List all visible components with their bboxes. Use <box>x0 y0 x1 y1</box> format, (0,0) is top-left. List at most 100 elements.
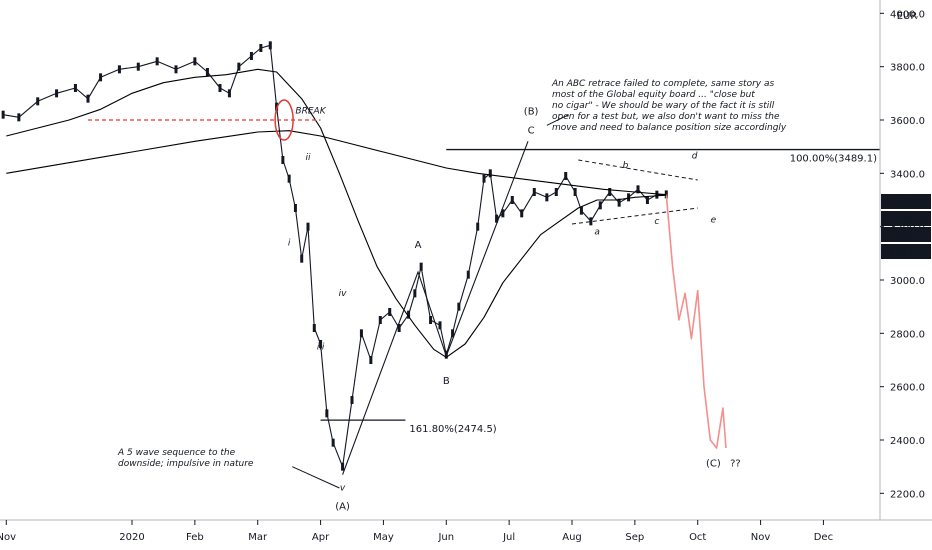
x-tick-label: Aug <box>562 532 582 543</box>
x-tick-label: Dec <box>814 532 833 543</box>
note-top-pointer <box>546 114 570 126</box>
price-bar <box>306 222 310 231</box>
chart-overlay: 100.00%(3489.1)161.80%(2474.5)BREAKiiiii… <box>88 79 880 512</box>
price-badge <box>881 244 931 259</box>
price-bar <box>532 188 536 196</box>
level-100-label: 100.00%(3489.1) <box>790 154 877 165</box>
price-bar <box>407 310 411 319</box>
chart-lines <box>1 41 727 471</box>
price-bar <box>476 222 480 231</box>
price-bar <box>73 84 77 92</box>
price-badge-label: 3321.4 <box>889 197 924 208</box>
abc-zigzag-line <box>342 141 529 475</box>
triangle-upper-line <box>578 159 698 181</box>
triangle-label-a: a <box>594 228 600 238</box>
price-bar <box>457 302 461 311</box>
y-tick-label: 4000.0 <box>890 9 925 20</box>
price-bar <box>312 324 316 332</box>
price-bar <box>617 198 621 207</box>
y-tick-label: 3400.0 <box>890 169 925 180</box>
price-bar <box>99 73 103 82</box>
price-bar <box>259 44 263 52</box>
x-tick-label: Nov <box>751 532 771 543</box>
price-bar <box>174 65 178 74</box>
wave-label-v: v <box>340 484 346 494</box>
wave-label-C-paren: (C) <box>706 459 721 470</box>
price-bar <box>300 254 304 263</box>
x-tick-label: Jun <box>437 532 454 543</box>
price-badge-label: 3302.7 <box>889 230 924 241</box>
price-bar <box>341 462 345 471</box>
price-bar <box>281 156 285 164</box>
price-bar <box>331 438 335 447</box>
price-bar <box>55 89 59 98</box>
wave-label-A: A <box>415 240 422 251</box>
price-badge <box>881 227 931 242</box>
price-bar <box>466 270 470 279</box>
x-tick-label: Jul <box>502 532 515 543</box>
price-bar <box>397 324 401 332</box>
price-bar <box>193 57 197 66</box>
price-bar <box>413 289 417 298</box>
price-bar <box>155 57 159 66</box>
price-bar <box>488 169 492 178</box>
price-badge <box>881 194 931 209</box>
level-161-label: 161.80%(2474.5) <box>409 424 496 435</box>
y-tick-label: 3800.0 <box>890 63 925 74</box>
note-bottom-line: A 5 wave sequence to the <box>117 448 236 458</box>
price-badge <box>881 211 931 226</box>
price-bar <box>438 321 442 330</box>
moving-average-short-line <box>6 68 667 358</box>
wave-label-C: C <box>528 125 535 136</box>
price-bar <box>350 396 354 404</box>
price-bar <box>573 188 577 196</box>
currency-badge: EUR <box>897 11 918 22</box>
y-tick-label: 2600.0 <box>890 383 925 394</box>
triangle-label-c: c <box>654 217 659 227</box>
moving-average-long-line <box>6 130 667 196</box>
price-bar <box>429 316 433 324</box>
price-bar <box>419 262 423 271</box>
price-bar <box>378 316 382 324</box>
price-bar <box>227 89 231 98</box>
price-bar <box>249 52 253 60</box>
price-bar <box>36 97 40 106</box>
y-tick-label: 3000.0 <box>890 276 925 287</box>
price-bar <box>1 110 5 119</box>
price-bar <box>388 308 392 316</box>
y-tick-label: 3600.0 <box>890 116 925 127</box>
wave-label-B: B <box>443 376 450 387</box>
price-bar <box>482 174 486 183</box>
note-top-line: An ABC retrace failed to complete, same … <box>551 79 774 89</box>
price-bar <box>117 65 121 74</box>
y-tick-label: 2200.0 <box>890 489 925 500</box>
y-tick-label: 2800.0 <box>890 329 925 340</box>
triangle-lower-line <box>571 207 698 225</box>
x-tick-label: Apr <box>312 532 330 543</box>
price-bar <box>205 68 209 76</box>
note-top-line: move and need to balance position size a… <box>552 123 787 133</box>
x-tick-label: Sep <box>625 532 644 543</box>
note-bottom-pointer <box>292 466 340 489</box>
price-bar <box>545 193 549 202</box>
wave-label-i: i <box>288 238 291 248</box>
price-bar <box>627 193 631 202</box>
triangle-label-e: e <box>711 216 717 226</box>
note-top-line: open for a test but, we also don't want … <box>552 112 780 122</box>
wave-label-iii: iii <box>317 342 325 352</box>
price-bar <box>608 188 612 196</box>
price-bar <box>495 214 499 223</box>
price-bar <box>520 209 524 218</box>
price-bar <box>319 340 323 348</box>
price-bar <box>451 329 455 338</box>
x-tick-label: Feb <box>186 532 204 543</box>
triangle-label-d: d <box>692 152 698 162</box>
price-bar <box>589 217 593 226</box>
price-bar <box>554 188 558 196</box>
price-bar <box>598 201 602 210</box>
price-bar <box>579 206 583 215</box>
price-bar <box>275 102 279 111</box>
price-bar <box>645 196 649 204</box>
